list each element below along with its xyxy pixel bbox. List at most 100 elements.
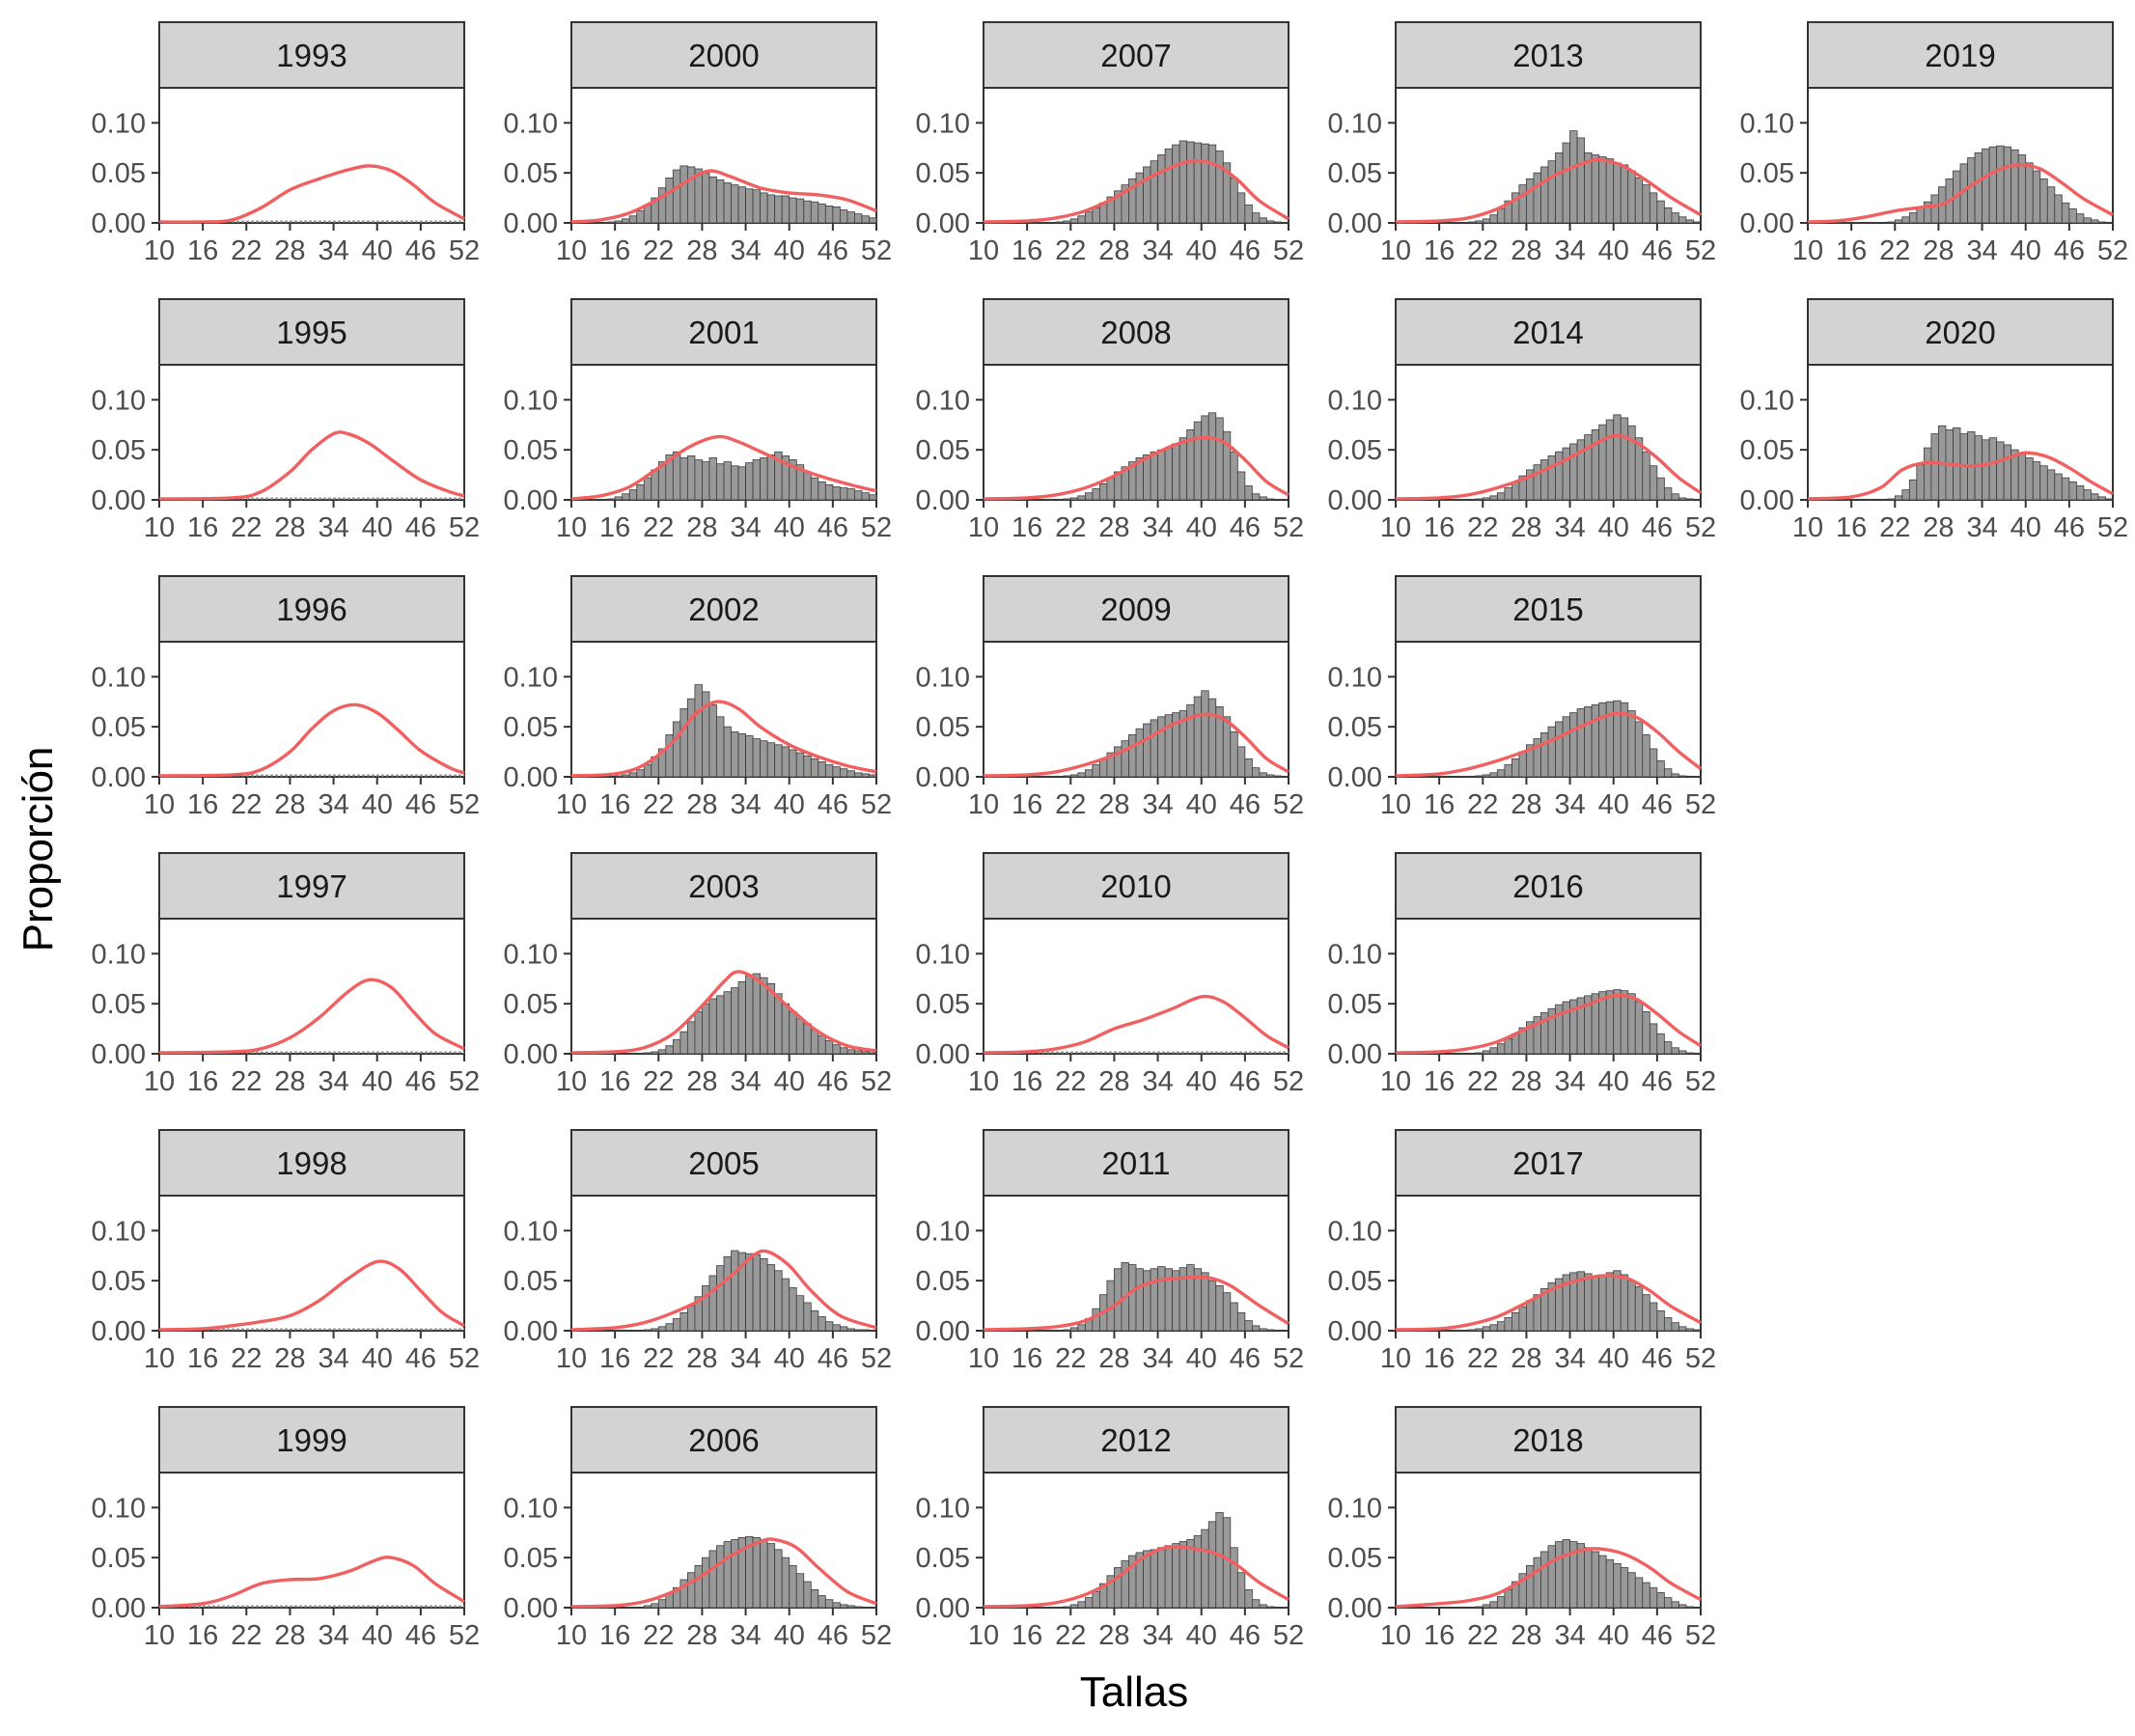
x-tick-label: 40 xyxy=(362,1066,393,1097)
histogram-bar xyxy=(1642,734,1650,778)
x-tick-label: 40 xyxy=(774,1066,805,1097)
x-tick-label: 28 xyxy=(686,1343,717,1374)
histogram-bar xyxy=(1858,221,1867,224)
facet-strip-label: 2013 xyxy=(1512,38,1583,73)
histogram-bar xyxy=(694,1011,703,1055)
x-tick-label: 46 xyxy=(405,789,436,820)
histogram-bar xyxy=(2097,496,2106,501)
histogram-bar xyxy=(1273,498,1282,501)
histogram-bar xyxy=(818,761,826,778)
facet-plot-area xyxy=(158,364,465,501)
y-tick-label: 0.10 xyxy=(1328,108,1382,139)
histogram-bar xyxy=(2075,485,2085,501)
x-tick-label: 16 xyxy=(1012,1066,1042,1097)
histogram-bar xyxy=(760,1539,768,1609)
y-tick-label: 0.10 xyxy=(92,385,146,416)
x-tick-label: 28 xyxy=(686,235,717,266)
histogram-bar xyxy=(1693,498,1702,501)
x-tick-label: 10 xyxy=(1792,235,1823,266)
facet-plot-area xyxy=(158,918,465,1055)
histogram-bar xyxy=(839,768,848,778)
histogram-bar xyxy=(846,488,855,501)
y-tick-label: 0.00 xyxy=(504,1039,558,1070)
histogram-bar xyxy=(1482,1604,1491,1609)
histogram-bar xyxy=(2046,186,2056,224)
facet-strip xyxy=(570,1406,877,1474)
histogram-bar xyxy=(1143,1270,1151,1332)
facet-strip xyxy=(983,1406,1289,1474)
histogram-bar xyxy=(1678,1604,1687,1609)
x-tick-label: 46 xyxy=(1230,789,1261,820)
histogram-bar xyxy=(781,195,790,224)
histogram-bar xyxy=(1431,775,1440,778)
histogram-bar xyxy=(1671,1601,1679,1609)
x-tick-label: 34 xyxy=(1554,1620,1585,1651)
y-tick-label: 0.10 xyxy=(916,1493,970,1524)
x-tick-label: 28 xyxy=(1098,789,1129,820)
histogram-bar xyxy=(1569,712,1578,778)
histogram-bar xyxy=(1671,493,1679,501)
x-tick-label: 28 xyxy=(686,1620,717,1651)
facet-strip-label: 2000 xyxy=(688,38,759,73)
histogram-bar xyxy=(657,1599,667,1609)
histogram-bar xyxy=(1967,157,1976,224)
x-tick-label: 34 xyxy=(1554,1343,1585,1374)
histogram-bar xyxy=(1135,1268,1144,1332)
histogram-bar xyxy=(628,1052,638,1055)
histogram-bar xyxy=(723,991,732,1055)
x-tick-label: 40 xyxy=(1598,1620,1629,1651)
facet-strip-label: 2006 xyxy=(688,1422,759,1458)
histogram-bar xyxy=(832,207,841,224)
histogram-bar xyxy=(622,1606,630,1609)
histogram-bar xyxy=(1150,719,1158,778)
histogram-bar xyxy=(760,977,768,1055)
x-tick-label: 52 xyxy=(861,235,892,266)
y-tick-label: 0.10 xyxy=(92,1216,146,1247)
facet-strip-label: 2007 xyxy=(1100,38,1171,73)
histogram-bar xyxy=(869,1329,877,1332)
x-tick-label: 46 xyxy=(2054,235,2085,266)
histogram-bar xyxy=(781,1003,790,1055)
x-tick-label: 16 xyxy=(1424,235,1455,266)
y-tick-label: 0.10 xyxy=(1328,385,1382,416)
histogram-bar xyxy=(824,1040,834,1055)
histogram-bar xyxy=(1489,214,1498,224)
histogram-bar xyxy=(1069,497,1079,501)
histogram-bar xyxy=(781,1557,790,1609)
y-tick-label: 0.00 xyxy=(1328,1593,1382,1624)
histogram-bar xyxy=(1496,1043,1506,1055)
x-tick-label: 22 xyxy=(643,235,674,266)
y-tick-label: 0.00 xyxy=(1740,208,1794,239)
x-tick-label: 16 xyxy=(599,1620,630,1651)
histogram-bar xyxy=(1627,1572,1636,1609)
y-tick-label: 0.10 xyxy=(504,1493,558,1524)
y-tick-label: 0.10 xyxy=(1328,939,1382,970)
x-tick-label: 52 xyxy=(1273,1343,1304,1374)
histogram-bar xyxy=(1678,1326,1687,1332)
histogram-bar xyxy=(1178,437,1188,501)
histogram-bar xyxy=(593,498,601,501)
y-tick-label: 0.10 xyxy=(504,1216,558,1247)
histogram-bar xyxy=(1475,1328,1483,1332)
facet-panel: 2011 0.00 0.05 0.10 10 16 22 28 34 40 46 52 xyxy=(916,1129,1304,1374)
x-tick-label: 46 xyxy=(405,1343,436,1374)
histogram-bar xyxy=(686,455,696,501)
x-tick-label: 40 xyxy=(1186,789,1217,820)
histogram-bar xyxy=(708,1550,717,1609)
histogram-bar xyxy=(2003,146,2012,224)
x-tick-label: 16 xyxy=(599,1066,630,1097)
histogram-bar xyxy=(737,733,746,778)
histogram-bar xyxy=(686,166,696,224)
histogram-bar xyxy=(1201,1529,1209,1609)
histogram-bar xyxy=(846,1049,855,1055)
histogram-bar xyxy=(1540,731,1549,778)
histogram-bar xyxy=(599,221,609,224)
histogram-bar xyxy=(795,1295,805,1332)
x-tick-label: 52 xyxy=(861,1343,892,1374)
density-curve xyxy=(1395,1547,1702,1609)
facet-plot-area xyxy=(158,87,465,224)
x-tick-label: 28 xyxy=(1511,789,1541,820)
histogram-bar xyxy=(2097,221,2106,224)
histogram-bar xyxy=(824,484,834,501)
x-tick-label: 52 xyxy=(2097,235,2128,266)
